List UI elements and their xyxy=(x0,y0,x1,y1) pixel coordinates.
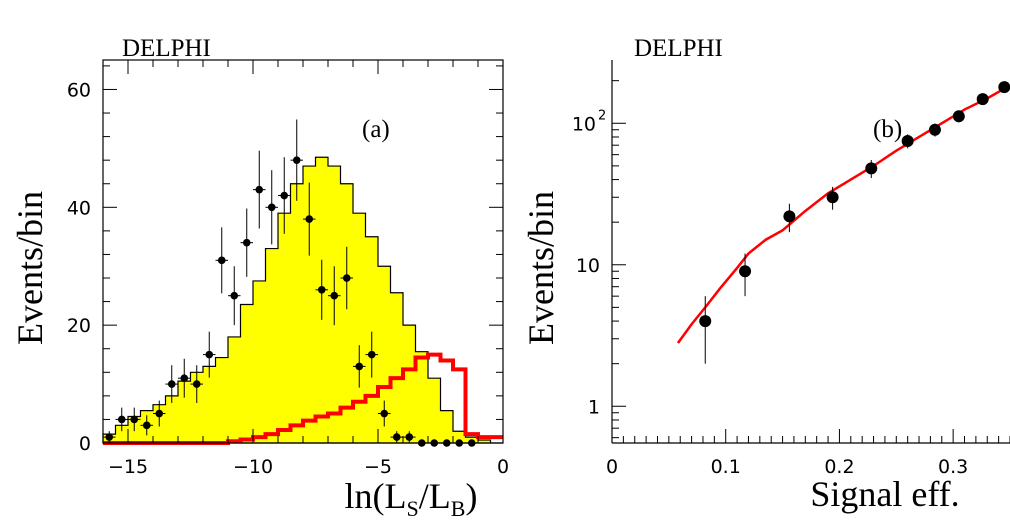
y-tick-label: 1 xyxy=(588,396,600,418)
y-tick-label: 20 xyxy=(67,315,91,337)
data-point xyxy=(280,191,289,200)
data-point xyxy=(180,374,189,382)
data-point xyxy=(255,185,264,194)
x-tick-label: −5 xyxy=(364,456,392,478)
panel-a-x-axis-label: ln(LS/LB) xyxy=(345,476,478,521)
data-point xyxy=(392,433,401,441)
y-tick-label: 60 xyxy=(67,79,91,101)
data-point xyxy=(230,291,239,300)
x-tick-label: 0.1 xyxy=(711,456,741,478)
y-tick-label: 0 xyxy=(79,433,91,455)
panel-a-plot-area: −15 −10 −5 0 0 20 40 60 (a) xyxy=(67,59,509,478)
data-point xyxy=(242,238,251,247)
data-point xyxy=(739,265,752,278)
data-point xyxy=(928,123,941,136)
y-tick-label-exponent: 2 xyxy=(598,108,606,123)
data-point xyxy=(267,203,276,212)
x-tick-label: 0 xyxy=(606,456,618,478)
data-point xyxy=(865,162,878,175)
panel-a-experiment-label: DELPHI xyxy=(122,35,211,62)
data-point xyxy=(192,380,201,388)
data-point xyxy=(699,315,712,328)
data-point xyxy=(292,156,301,164)
background-histogram xyxy=(102,156,503,444)
data-point xyxy=(155,409,164,418)
data-point xyxy=(826,191,839,204)
data-point xyxy=(205,350,214,359)
panel-a-x-label-end: ) xyxy=(465,476,477,516)
x-tick-label: 0.2 xyxy=(824,456,854,478)
panel-a-x-label-main: ln(L xyxy=(345,476,407,516)
data-point xyxy=(317,286,326,294)
data-point xyxy=(305,215,314,223)
data-point xyxy=(976,93,989,106)
panel-label: (b) xyxy=(873,116,902,143)
data-point xyxy=(330,291,339,300)
data-point xyxy=(783,210,796,223)
data-point xyxy=(367,350,376,359)
panel-a-x-label-sub1: S xyxy=(407,496,419,521)
panel-a: DELPHI Events/bin −15 −10 −5 0 0 20 40 60 (a) ln… xyxy=(10,35,509,521)
y-tick-label: 40 xyxy=(67,197,91,219)
data-point xyxy=(167,380,176,388)
data-point xyxy=(952,110,965,123)
data-point xyxy=(342,274,351,282)
data-point xyxy=(142,421,151,430)
data-point xyxy=(998,81,1010,94)
panel-b-y-axis-label: Events/bin xyxy=(521,191,561,345)
data-point xyxy=(355,362,364,371)
panel-label: (a) xyxy=(362,116,390,143)
data-point xyxy=(130,415,139,424)
y-tick-label: 10 xyxy=(576,255,600,277)
x-tick-label: 0.3 xyxy=(938,456,968,478)
data-point xyxy=(217,256,226,265)
panel-b-x-axis-label: Signal eff. xyxy=(810,474,959,514)
panel-a-y-axis-label: Events/bin xyxy=(10,191,50,345)
panel-a-x-label-sub2: B xyxy=(451,496,466,521)
data-point xyxy=(901,134,914,147)
x-tick-label: 0 xyxy=(497,456,509,478)
data-point xyxy=(405,433,414,441)
x-tick-label: −15 xyxy=(108,456,148,478)
expected-mc-curve xyxy=(676,84,1010,344)
data-point xyxy=(380,409,389,418)
panel-b-experiment-label: DELPHI xyxy=(634,35,723,62)
x-tick-label: −10 xyxy=(233,456,273,478)
panel-a-x-label-mid: /L xyxy=(419,476,451,516)
data-point xyxy=(105,433,114,441)
data-point xyxy=(117,415,126,424)
y-tick-label: 10 xyxy=(572,113,596,135)
